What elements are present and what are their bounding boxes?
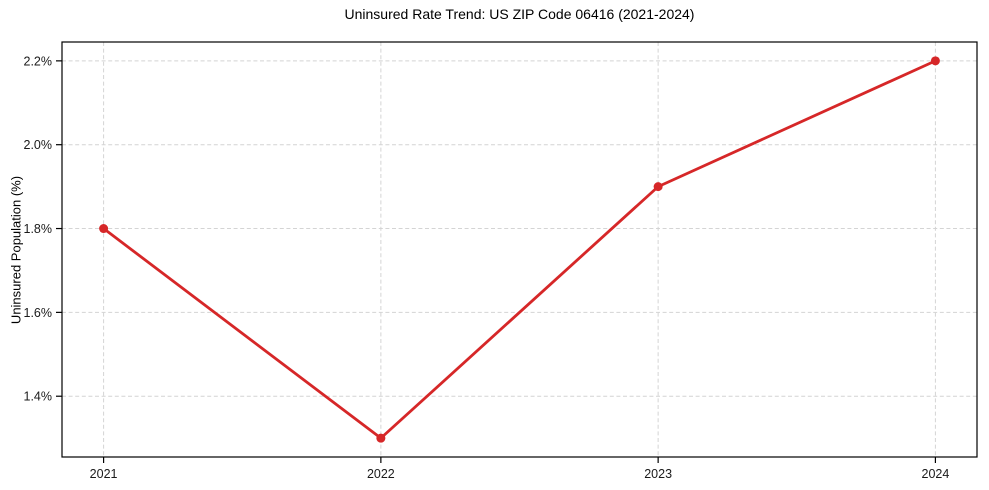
data-point-marker — [99, 224, 109, 234]
y-tick-label: 2.0% — [24, 138, 53, 152]
x-tick-label: 2024 — [922, 467, 950, 481]
data-point-marker — [376, 433, 386, 443]
y-tick-label: 1.4% — [24, 390, 53, 404]
plot-border — [61, 41, 978, 458]
y-tick-label: 1.6% — [24, 306, 53, 320]
trend-line — [102, 59, 937, 440]
data-point-marker — [930, 56, 940, 66]
x-tick-label: 2021 — [90, 467, 118, 481]
y-tick-label: 2.2% — [24, 54, 53, 68]
y-tick-label: 1.8% — [24, 222, 53, 236]
chart-title: Uninsured Rate Trend: US ZIP Code 06416 … — [344, 6, 695, 22]
x-tick-label: 2022 — [367, 467, 395, 481]
data-point-marker — [653, 182, 663, 192]
x-tick-label: 2023 — [644, 467, 672, 481]
